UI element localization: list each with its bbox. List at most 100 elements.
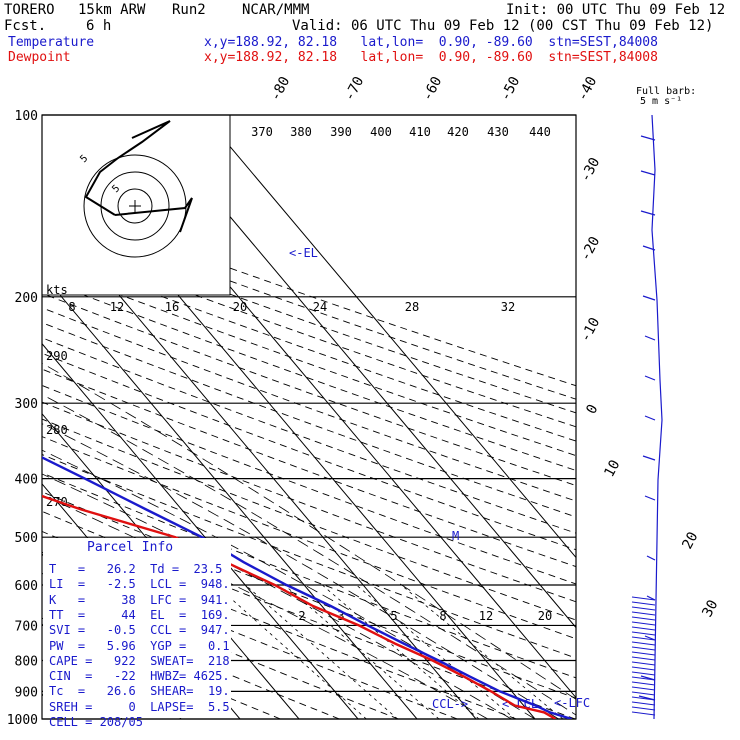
pressure-label: 400 (15, 473, 38, 488)
wind-barb-flag (631, 646, 656, 651)
wind-barb-units: 5 m s⁻¹ (640, 96, 682, 107)
skewed-temperature-label: -80 (267, 74, 293, 104)
parcel-info-row: LI = -2.5 LCL = 948. (49, 577, 230, 592)
wind-barb-flag (631, 626, 656, 631)
wind-barb-flag (631, 661, 656, 666)
wind-barb-flag (644, 495, 656, 501)
pressure-label: 900 (15, 685, 38, 700)
wind-barb-flag (631, 706, 656, 711)
hodograph-box (41, 114, 231, 296)
wind-barb-staff (651, 114, 663, 720)
theta-label: 400 (370, 125, 392, 139)
parcel-info-row: CELL = 208/05 (49, 715, 143, 729)
wind-barb-flag (642, 455, 656, 461)
theta-label: 380 (290, 125, 312, 139)
wind-barb-flag (640, 210, 656, 216)
wind-barb-flag (631, 636, 656, 641)
pressure-label: 300 (15, 397, 38, 412)
mixing-ratio-line (356, 584, 516, 719)
dry-adiabat-line (42, 368, 576, 568)
wind-barb-flag (631, 616, 656, 621)
parcel-info-panel: Parcel Info T = 26.2 Td = 23.5 LI = -2.5 … (43, 538, 231, 729)
wind-barb-flag (631, 671, 656, 676)
dry-adiabat-line (42, 436, 576, 640)
parcel-info-row: TT = 44 EL = 169. (49, 607, 230, 622)
skewed-temperature-label: 0 (583, 402, 601, 417)
hodograph-trace (114, 197, 193, 233)
dry-adiabat-line (42, 418, 576, 621)
dry-adiabat-line (42, 292, 576, 487)
skewed-temperature-label: -40 (574, 74, 600, 104)
moist-adiabat-line (42, 494, 488, 719)
hodograph-speed-label: 28 (405, 300, 419, 314)
pressure-label: 700 (15, 619, 38, 634)
parcel-info-title: Parcel Info (87, 540, 174, 555)
mixing-ratio-label: 12 (479, 609, 493, 623)
el-marker: <-EL (289, 246, 318, 260)
wind-barb-flag (631, 676, 656, 681)
hodograph-speed-label: 32 (501, 300, 515, 314)
theta-label: 430 (487, 125, 509, 139)
skewed-temperature-label: -70 (341, 74, 367, 104)
parcel-info-row: CAPE = 922 SWEAT= 218 (49, 653, 230, 668)
model-name: TORERO (4, 2, 55, 18)
pressure-label: 800 (15, 654, 38, 669)
skewed-temperature-label: -60 (419, 74, 445, 104)
wind-barb-flag (631, 686, 656, 691)
dry-adiabat-line (42, 510, 576, 719)
valid-label: Valid: 06 UTC Thu 09 Feb 12 (00 CST Thu … (292, 18, 714, 34)
mixing-ratio-label: 20 (538, 609, 552, 623)
mixing-ratio-line (322, 584, 480, 719)
pressure-label: 500 (15, 531, 38, 546)
dry-adiabat-line (42, 278, 576, 471)
skewed-temperature-label: 30 (699, 597, 721, 619)
wind-barb-flag (631, 606, 656, 611)
pressure-label: 1000 (7, 713, 38, 728)
wind-barb-flag (631, 641, 656, 646)
mixing-ratio-line (245, 584, 398, 719)
lcl-marker: <-LCL (502, 697, 538, 711)
hodograph-units-label: kts (46, 283, 68, 297)
org-label: NCAR/MMM (242, 2, 310, 18)
hodograph-trace (84, 120, 171, 216)
dewpoint-legend: Dewpoint (8, 50, 71, 65)
dry-adiabat-line (42, 224, 576, 414)
temperature-location: x,y=188.92, 82.18 lat,lon= 0.90, -89.60 … (204, 35, 658, 50)
skewed-temperature-label: -20 (577, 234, 603, 264)
mixing-ratio-label: 3 (337, 609, 344, 623)
init-label: Init: 00 UTC Thu 09 Feb 12 (506, 2, 726, 18)
dry-adiabat-line (42, 594, 340, 719)
dry-adiabat-line (42, 250, 576, 442)
dry-adiabat-line (42, 352, 576, 551)
skewed-temperature-label: -10 (577, 315, 603, 345)
hodograph-speed-label: 8 (68, 300, 75, 314)
fcst-value: 6 h (86, 18, 112, 34)
hodograph-ring (117, 188, 153, 224)
skewed-temperature-label: 10 (601, 457, 623, 479)
dry-adiabat-line (42, 530, 517, 719)
dry-adiabat-line (42, 198, 576, 387)
hodograph-speed-label: 20 (233, 300, 247, 314)
hodograph-speed-label: 24 (313, 300, 327, 314)
parcel-info-row: SREH = 0 LAPSE= 5.5 (49, 699, 230, 714)
theta-side-label: 280 (46, 423, 68, 437)
wind-barb-flag (631, 596, 656, 601)
wind-barb-flag (631, 656, 656, 661)
dry-adiabat-line (42, 322, 576, 518)
wind-barb-flag (646, 555, 656, 561)
skewed-temperature-label: -50 (497, 74, 523, 104)
wind-barb-flag (640, 135, 656, 141)
ccl-marker: CCL-> (432, 697, 468, 711)
wind-barb-flag (631, 691, 656, 696)
wind-barb-flag (644, 415, 656, 421)
fcst-label: Fcst. (4, 18, 47, 34)
wind-barb-title: Full barb: (636, 86, 696, 97)
mixing-ratio-label: 5 (390, 609, 397, 623)
pressure-label: 100 (15, 109, 38, 124)
skewed-temperature-label: -30 (577, 155, 603, 185)
wind-barb-flag (631, 601, 656, 606)
theta-side-label: 290 (46, 349, 68, 363)
grid-label: 15km ARW (78, 2, 146, 18)
